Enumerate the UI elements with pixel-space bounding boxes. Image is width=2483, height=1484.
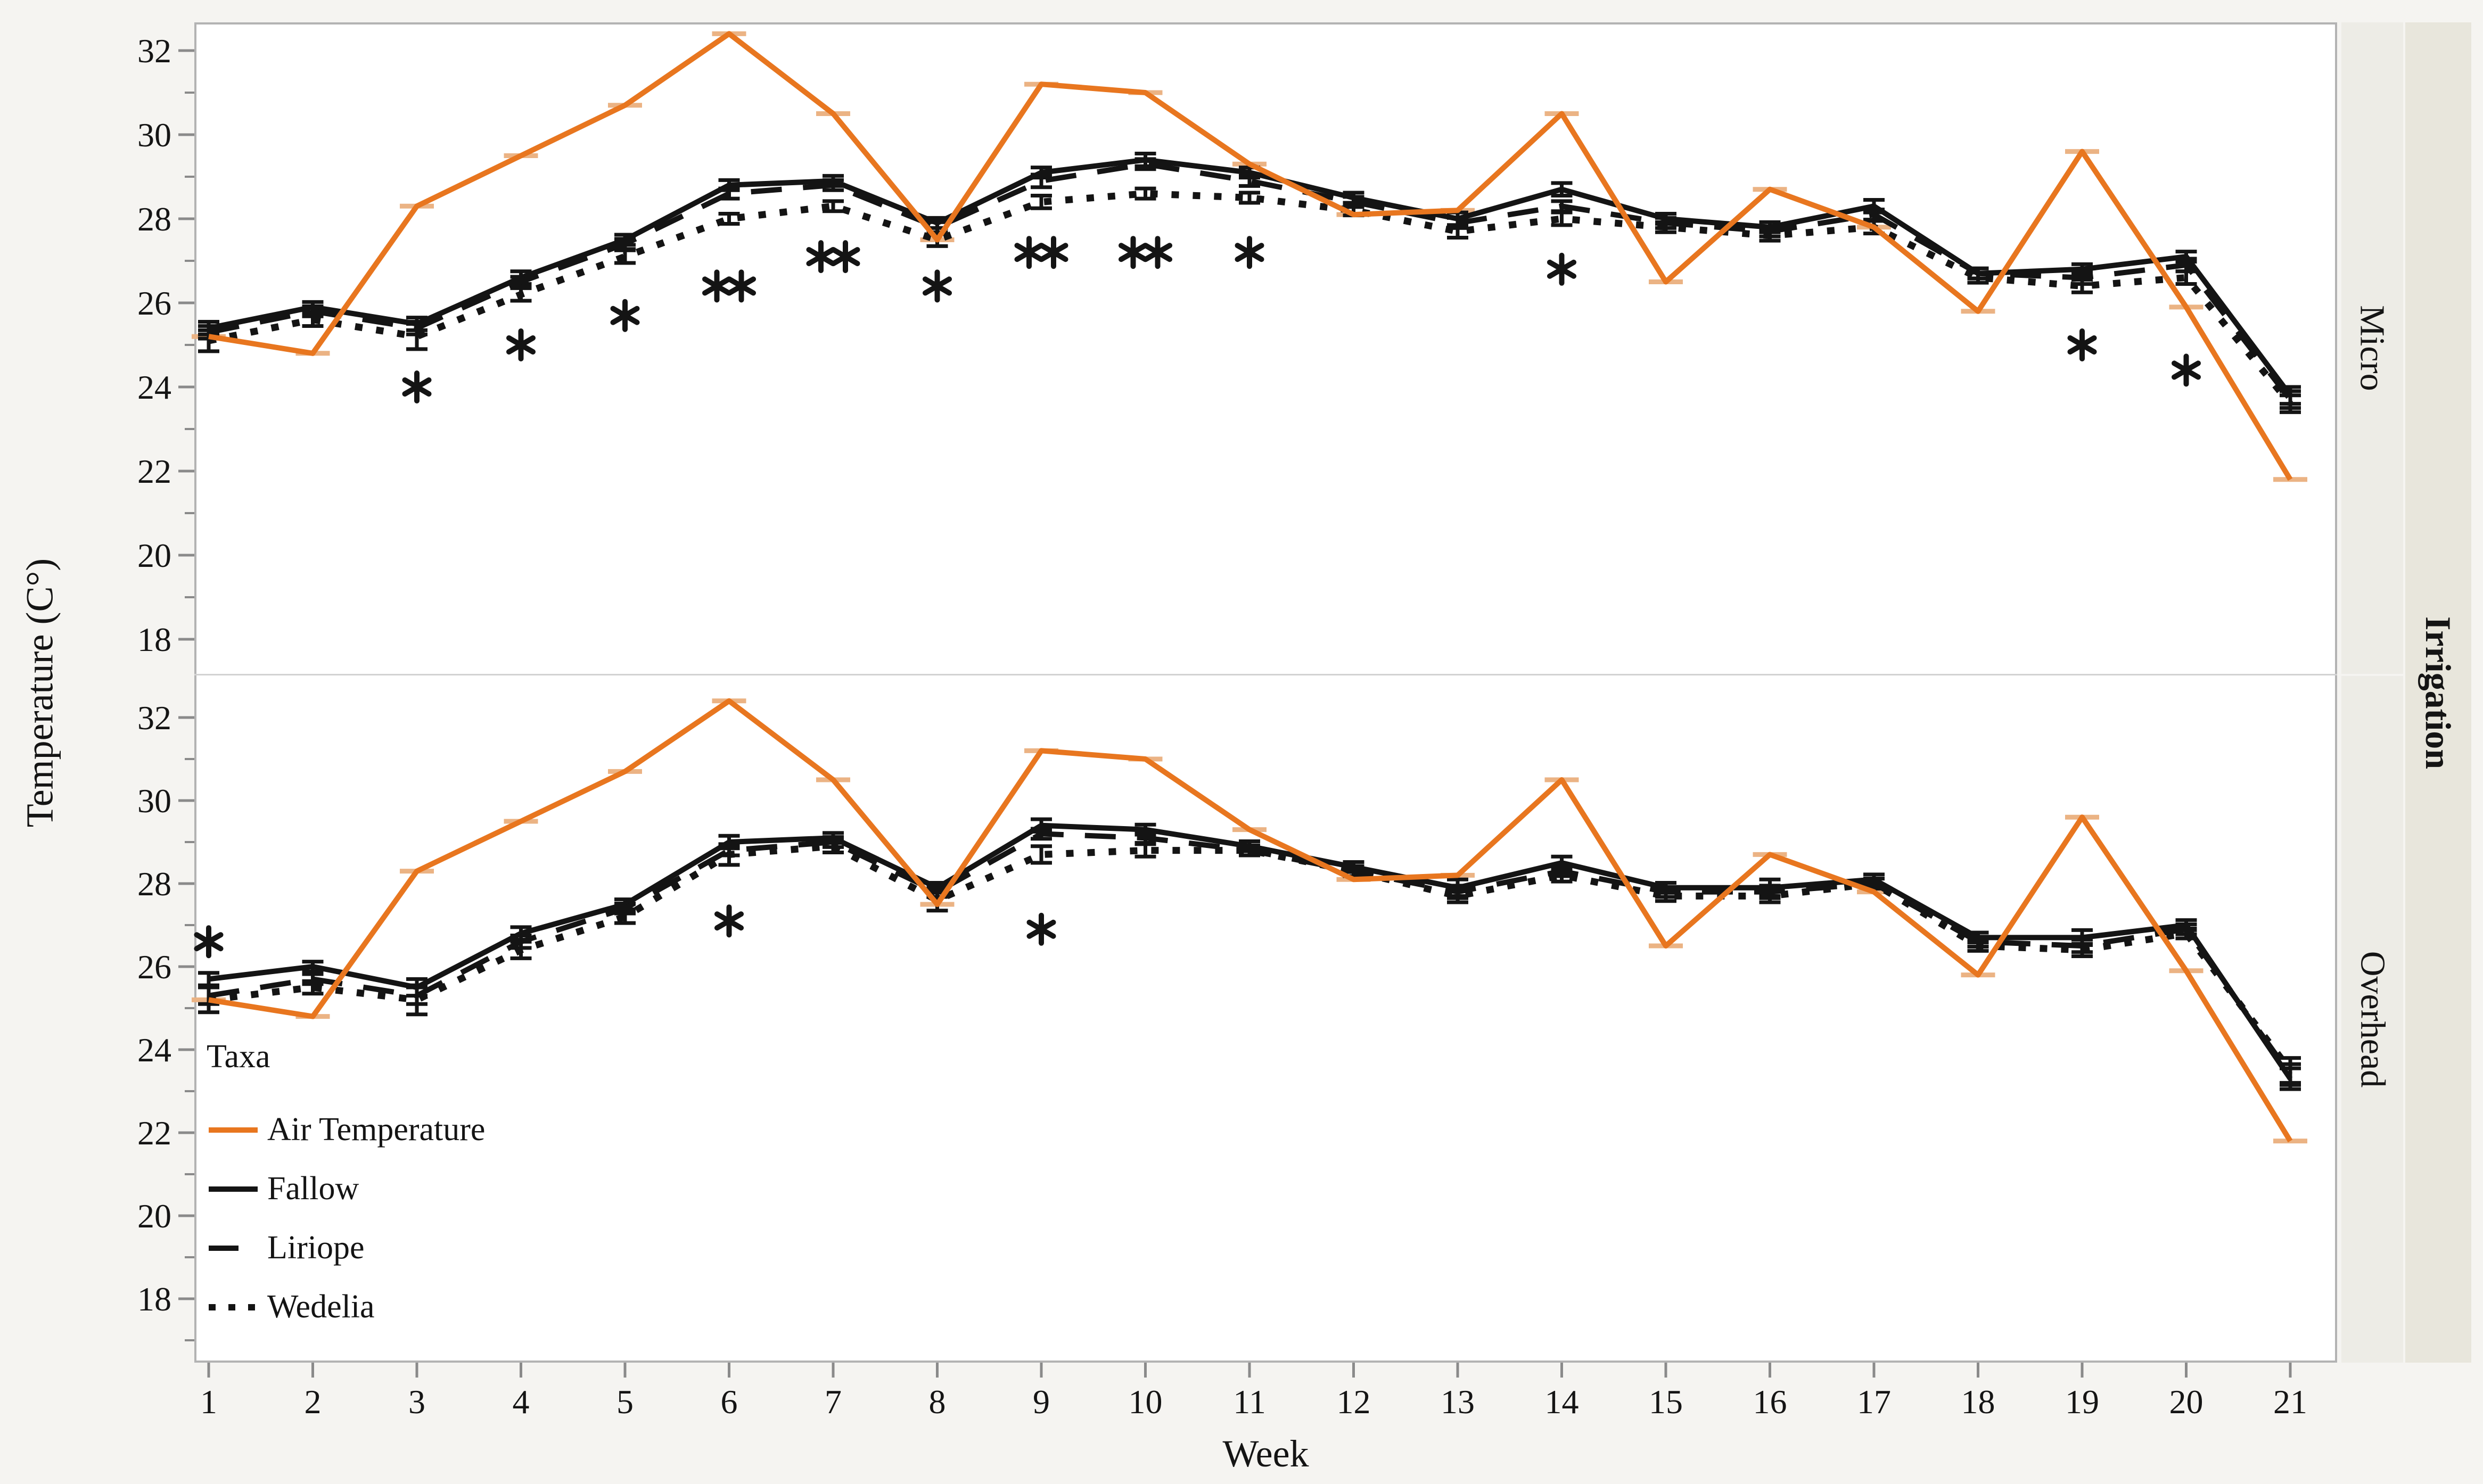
y-tick-label: 24 [137, 1031, 171, 1069]
legend-item-liriope: Liriope [207, 1218, 485, 1277]
series-air-temperature-micro [208, 31, 2293, 481]
significance-marker-week11-micro [1235, 243, 1264, 262]
x-tick-label: 9 [1033, 1383, 1050, 1421]
facet-strip-divider [2341, 674, 2403, 676]
facet-strip-rows [2341, 22, 2403, 1363]
x-tick-label: 2 [305, 1383, 322, 1421]
x-tick-label: 21 [2273, 1383, 2307, 1421]
legend-label-air-temperature: Air Temperature [267, 1111, 486, 1148]
significance-marker-week10-micro [1118, 243, 1148, 262]
significance-marker-week3-micro [402, 377, 432, 397]
significance-marker-week4-micro [506, 335, 536, 354]
x-tick-label: 8 [929, 1383, 946, 1421]
plot-area [194, 22, 2337, 1363]
x-tick-label: 1 [200, 1383, 217, 1421]
significance-marker-week1-overhead [194, 932, 224, 952]
y-tick-label: 26 [137, 948, 171, 986]
x-tick-label: 11 [1233, 1383, 1266, 1421]
significance-marker-week6-micro [702, 276, 732, 296]
x-tick-label: 15 [1649, 1383, 1683, 1421]
series-air-temperature-overhead [208, 698, 2293, 1143]
legend-label-liriope: Liriope [267, 1230, 365, 1266]
panel-divider [194, 674, 2337, 675]
significance-marker-week6-overhead [714, 911, 744, 931]
y-tick-label: 18 [137, 621, 171, 658]
legend: Taxa Air Temperature Fallow Liriope Wede… [207, 1038, 485, 1337]
legend-label-wedelia: Wedelia [267, 1289, 375, 1325]
x-tick-label: 19 [2065, 1383, 2099, 1421]
significance-marker-week9-micro [1039, 243, 1068, 262]
x-tick-label: 16 [1753, 1383, 1787, 1421]
y-tick-label: 30 [137, 782, 171, 820]
x-axis-title: Week [1222, 1432, 1309, 1475]
significance-marker-week19-micro [2067, 335, 2097, 354]
x-tick-label: 18 [1961, 1383, 1995, 1421]
legend-item-air-temperature: Air Temperature [207, 1100, 485, 1159]
legend-item-wedelia: Wedelia [207, 1277, 485, 1337]
significance-marker-week7-micro [831, 247, 860, 267]
x-tick-label: 10 [1129, 1383, 1163, 1421]
legend-title: Taxa [207, 1038, 270, 1075]
legend-swatch-fallow-icon [209, 1186, 258, 1192]
y-tick-label: 26 [137, 284, 171, 322]
series-wedelia-overhead [208, 843, 2293, 1073]
x-tick-label: 20 [2169, 1383, 2204, 1421]
significance-marker-week9-micro [1014, 243, 1044, 262]
legend-swatch-wedelia-icon [209, 1304, 258, 1310]
legend-swatch-air-temperature-icon [209, 1127, 258, 1133]
significance-marker-week14-micro [1547, 259, 1577, 279]
x-tick-label: 13 [1441, 1383, 1475, 1421]
y-tick-label: 28 [137, 865, 171, 903]
significance-marker-week10-micro [1142, 243, 1173, 262]
y-tick-label: 22 [137, 1114, 171, 1152]
significance-marker-week8-micro [922, 276, 952, 296]
significance-marker-week5-micro [610, 306, 640, 325]
y-tick-label: 20 [137, 537, 171, 574]
x-tick-label: 4 [513, 1383, 530, 1421]
y-tick-label: 18 [137, 1280, 171, 1318]
x-tick-label: 5 [616, 1383, 634, 1421]
x-tick-label: 6 [721, 1383, 738, 1421]
x-tick-label: 17 [1857, 1383, 1891, 1421]
y-tick-label: 32 [137, 699, 171, 737]
x-tick-label: 7 [825, 1383, 842, 1421]
y-tick-label: 22 [137, 452, 171, 490]
legend-item-fallow: Fallow [207, 1159, 485, 1218]
facet-strip-group [2405, 22, 2471, 1363]
y-tick-label: 32 [137, 32, 171, 70]
y-tick-label: 20 [137, 1197, 171, 1235]
y-tick-label: 28 [137, 200, 171, 238]
significance-marker-week9-overhead [1026, 919, 1056, 939]
legend-swatch-liriope-icon [209, 1245, 239, 1251]
series-fallow-micro [208, 157, 2293, 397]
legend-label-fallow: Fallow [267, 1170, 359, 1207]
x-tick-label: 3 [408, 1383, 425, 1421]
y-tick-label: 30 [137, 116, 171, 154]
y-tick-label: 24 [137, 368, 171, 406]
significance-marker-week7-micro [806, 247, 836, 267]
x-tick-label: 12 [1337, 1383, 1371, 1421]
x-tick-label: 14 [1545, 1383, 1579, 1421]
significance-marker-week20-micro [2171, 360, 2201, 380]
significance-marker-week6-micro [726, 276, 757, 296]
